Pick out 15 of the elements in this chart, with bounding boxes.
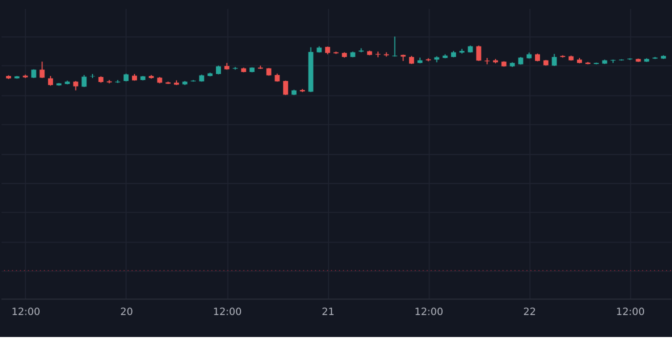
candlestick <box>82 74 87 88</box>
candlestick <box>552 53 557 66</box>
x-tick-label: 12:00 <box>616 307 645 318</box>
candlestick <box>73 80 78 91</box>
candlestick <box>476 45 482 62</box>
candlestick <box>283 80 288 96</box>
candlestick <box>48 75 54 86</box>
x-tick-label: 12:00 <box>414 307 444 318</box>
x-tick-label: 20 <box>120 307 133 318</box>
x-tick-label: 22 <box>523 307 536 318</box>
x-tick-label: 12:00 <box>212 307 242 318</box>
candlestick <box>40 61 45 79</box>
x-tick-label: 21 <box>322 307 334 318</box>
candlestick <box>392 36 398 58</box>
x-tick-label: 12:00 <box>11 307 40 318</box>
